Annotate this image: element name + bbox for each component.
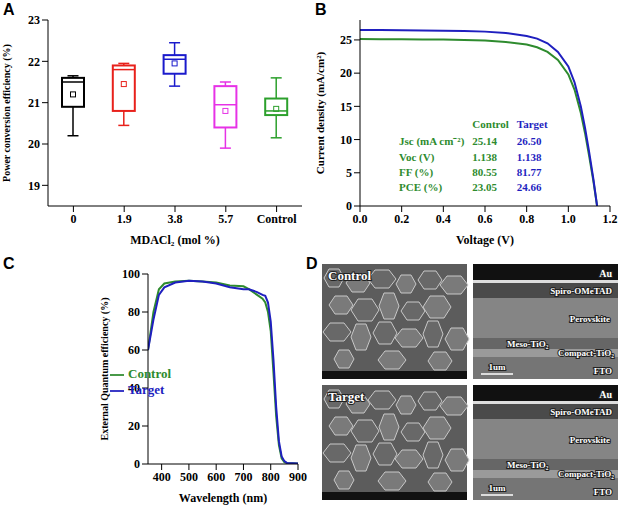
svg-text:Meso-TiO₂: Meso-TiO₂ [507, 460, 549, 470]
svg-text:Wavelength (nm): Wavelength (nm) [179, 491, 267, 505]
svg-text:FTO: FTO [594, 487, 612, 497]
svg-text:Au: Au [599, 268, 612, 279]
svg-text:0: 0 [134, 457, 140, 471]
svg-text:700: 700 [234, 470, 252, 484]
svg-text:Compact-TiO₂: Compact-TiO₂ [558, 469, 614, 479]
svg-text:5.7: 5.7 [218, 212, 233, 226]
svg-text:0.4: 0.4 [436, 212, 451, 226]
svg-text:0.0: 0.0 [353, 212, 368, 226]
svg-text:0.6: 0.6 [478, 212, 493, 226]
svg-text:FTO: FTO [594, 366, 612, 376]
svg-text:21: 21 [28, 96, 40, 110]
svg-text:19: 19 [28, 179, 40, 193]
svg-text:Control: Control [257, 212, 297, 226]
svg-text:Compact-TiO₂: Compact-TiO₂ [558, 348, 614, 358]
svg-text:23: 23 [28, 13, 40, 27]
svg-text:25: 25 [340, 33, 352, 47]
svg-text:Perovskite: Perovskite [570, 314, 610, 324]
svg-text:1um: 1um [488, 362, 506, 372]
svg-text:1.0: 1.0 [561, 212, 576, 226]
svg-text:Spiro-OMeTAD: Spiro-OMeTAD [550, 286, 612, 296]
svg-text:100: 100 [122, 267, 140, 281]
svg-text:5: 5 [346, 166, 352, 180]
svg-text:500: 500 [180, 470, 198, 484]
svg-text:Control: Control [328, 268, 371, 283]
svg-text:20: 20 [28, 137, 40, 151]
svg-text:Target: Target [328, 389, 365, 404]
svg-text:20: 20 [128, 419, 140, 433]
svg-text:3.8: 3.8 [168, 212, 183, 226]
svg-text:Voltage (V): Voltage (V) [456, 233, 514, 247]
svg-text:15: 15 [340, 100, 352, 114]
svg-text:22: 22 [28, 55, 40, 69]
svg-text:40: 40 [128, 381, 140, 395]
svg-text:800: 800 [262, 470, 280, 484]
svg-text:Perovskite: Perovskite [570, 435, 610, 445]
svg-text:60: 60 [128, 343, 140, 357]
svg-text:400: 400 [153, 470, 171, 484]
svg-text:0.2: 0.2 [394, 212, 409, 226]
svg-text:External Quantum efficiency (%: External Quantum efficiency (%) [99, 297, 111, 440]
svg-text:0.8: 0.8 [519, 212, 534, 226]
svg-text:0: 0 [70, 212, 76, 226]
svg-text:1.9: 1.9 [117, 212, 132, 226]
svg-text:900: 900 [289, 470, 307, 484]
svg-text:1um: 1um [488, 483, 506, 493]
svg-text:Current density (mA/cm²): Current density (mA/cm²) [314, 52, 327, 175]
svg-text:80: 80 [128, 305, 140, 319]
svg-text:10: 10 [340, 133, 352, 147]
svg-text:Au: Au [599, 389, 612, 400]
svg-text:Spiro-OMeTAD: Spiro-OMeTAD [550, 407, 612, 417]
svg-text:1.2: 1.2 [603, 212, 618, 226]
svg-text:Power conversion efficiency (%: Power conversion efficiency (%) [1, 44, 13, 182]
svg-text:MDACl₂ (mol %): MDACl₂ (mol %) [130, 233, 220, 247]
svg-text:Meso-TiO₂: Meso-TiO₂ [507, 339, 549, 349]
svg-text:600: 600 [207, 470, 225, 484]
svg-text:20: 20 [340, 66, 352, 80]
svg-text:0: 0 [346, 199, 352, 213]
